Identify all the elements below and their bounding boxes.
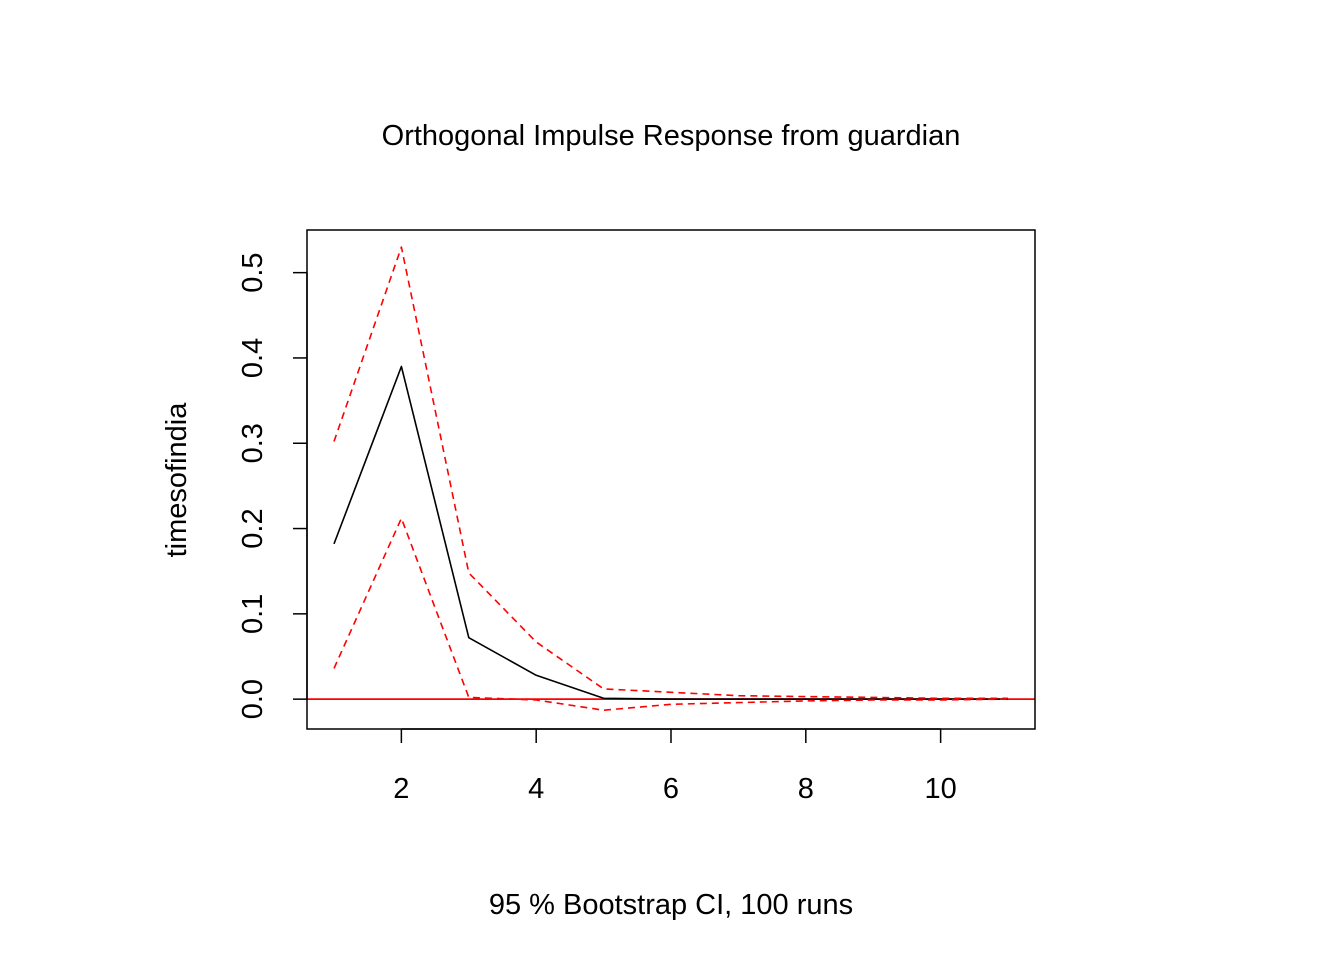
y-tick-label: 0.1 [237, 594, 269, 634]
x-tick-label: 8 [798, 773, 814, 805]
y-axis-label: timesofindia [161, 402, 193, 558]
plot-lines [307, 246, 1035, 712]
y-tick-label: 0.2 [237, 508, 269, 548]
series-line-lower [333, 517, 1009, 712]
chart-title: Orthogonal Impulse Response from guardia… [382, 120, 961, 152]
x-tick-label: 10 [924, 773, 956, 805]
x-tick-label: 4 [528, 773, 544, 805]
axis-ticks: 2 4 6 8 10 0.0 0.1 0.2 0.3 0.4 0.5 [237, 252, 957, 805]
y-tick-label: 0.5 [237, 252, 269, 292]
series-line-upper [333, 246, 1008, 700]
x-tick-label: 2 [393, 773, 409, 805]
y-tick-label: 0.0 [237, 679, 269, 719]
y-tick-label: 0.4 [237, 338, 269, 378]
x-tick-label: 6 [663, 773, 679, 805]
series-line-irf [333, 365, 1008, 700]
x-axis-label: 95 % Bootstrap CI, 100 runs [489, 889, 853, 921]
plot-frame [306, 229, 1036, 730]
y-tick-label: 0.3 [237, 423, 269, 463]
